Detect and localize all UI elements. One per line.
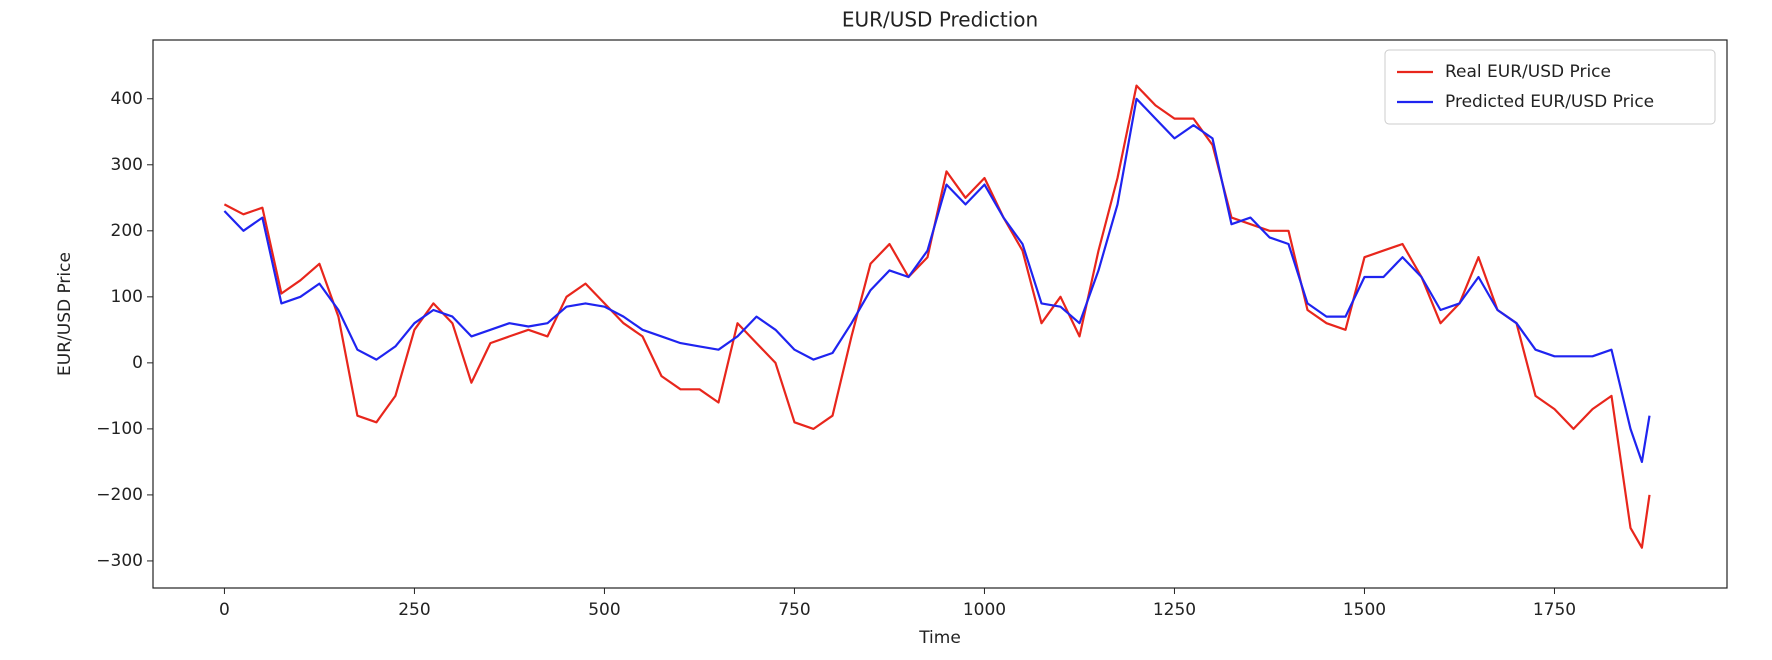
- x-tick-label: 1500: [1343, 600, 1386, 620]
- x-tick-label: 1000: [963, 600, 1006, 620]
- y-tick-label: −200: [96, 485, 143, 505]
- y-axis-label: EUR/USD Price: [55, 252, 75, 376]
- legend-box: [1384, 49, 1716, 125]
- y-tick-label: 300: [111, 155, 143, 175]
- x-tick-label: 0: [219, 600, 230, 620]
- x-tick-label: 250: [398, 600, 430, 620]
- y-tick-label: 400: [111, 89, 143, 109]
- y-tick-label: 0: [132, 353, 143, 373]
- x-tick-label: 500: [588, 600, 620, 620]
- x-axis-label: Time: [918, 628, 961, 648]
- y-tick-label: −300: [96, 551, 143, 571]
- x-tick-label: 1250: [1153, 600, 1196, 620]
- y-tick-label: 100: [111, 287, 143, 307]
- series-line: [223, 97, 1651, 463]
- y-tick-label: 200: [111, 221, 143, 241]
- series-line: [223, 84, 1651, 549]
- plot-frame: [152, 39, 1728, 589]
- legend-label: Real EUR/USD Price: [1445, 62, 1611, 82]
- legend-label: Predicted EUR/USD Price: [1445, 92, 1654, 112]
- chart-title: EUR/USD Prediction: [842, 8, 1038, 32]
- x-tick-label: 750: [778, 600, 810, 620]
- y-tick-label: −100: [96, 419, 143, 439]
- x-tick-label: 1750: [1533, 600, 1576, 620]
